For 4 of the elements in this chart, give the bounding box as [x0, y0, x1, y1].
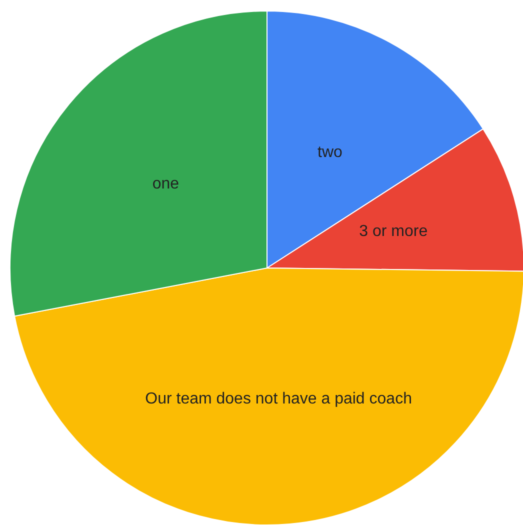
slice-label: two	[318, 144, 343, 162]
slice-label: one	[152, 176, 180, 193]
slice-label: 3 or more	[359, 223, 428, 240]
slice-label: Our team does not have a paid coach	[145, 390, 412, 408]
